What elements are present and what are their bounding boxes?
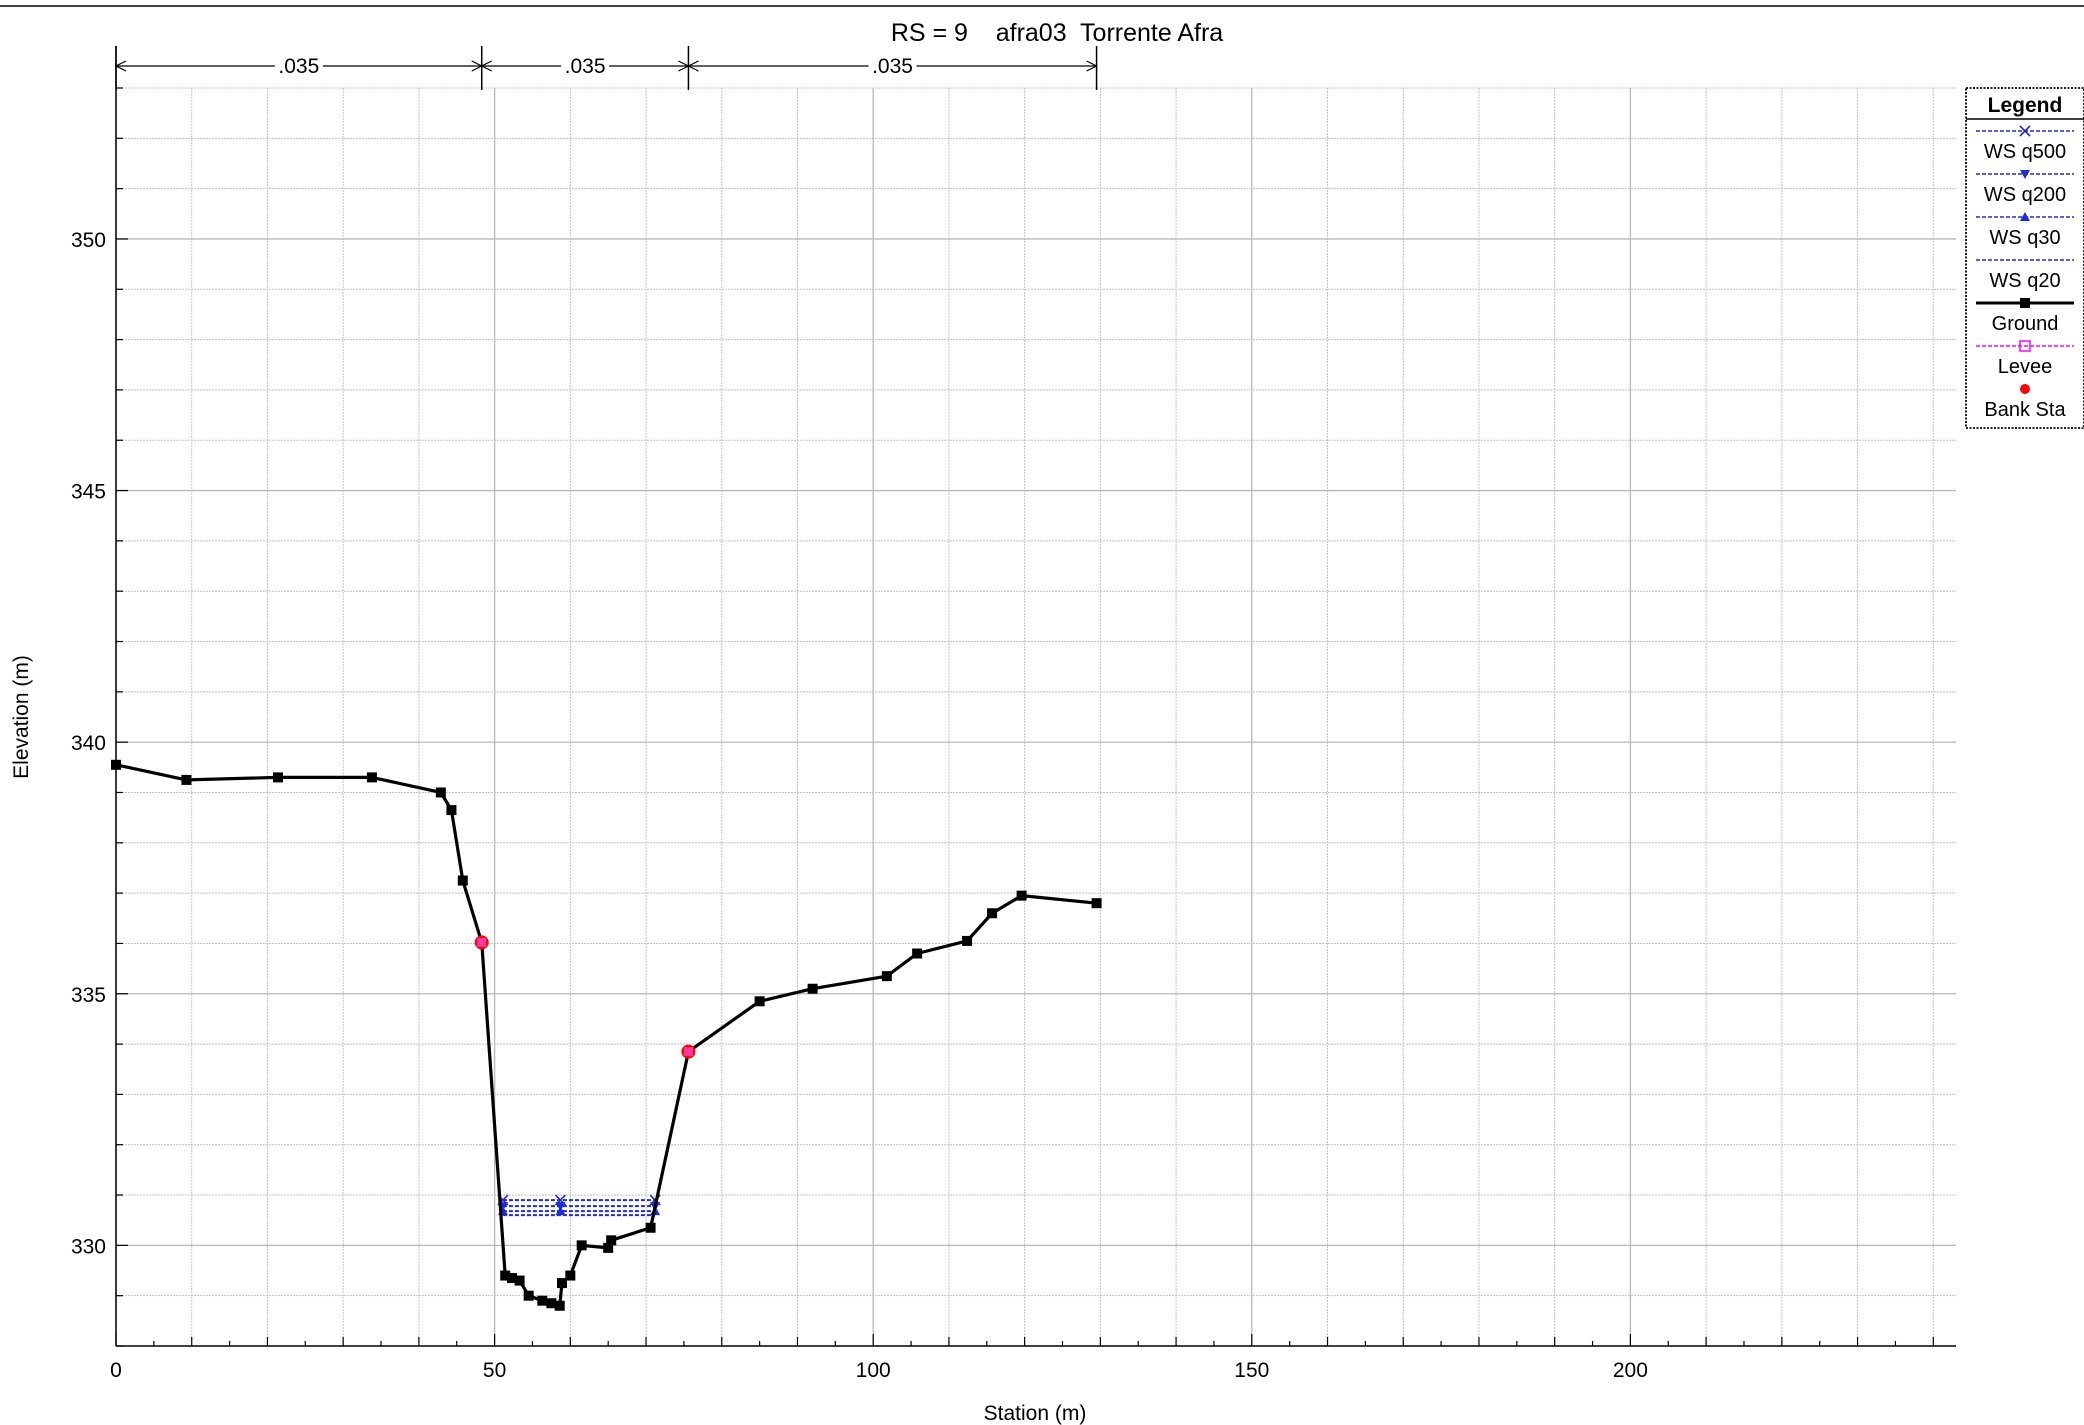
legend-box: [1965, 87, 2084, 429]
mannings-n-annotations: .035 .035 .035: [114, 46, 1098, 90]
legend: Legend WS q500 WS q200 WS q30 WS q20 Ground Le…: [1965, 87, 2084, 429]
n-arrow-head: [1086, 60, 1098, 72]
legend-entry-label: Bank Sta: [1984, 399, 2066, 421]
marker-square: [1091, 898, 1102, 909]
marker-square: [754, 996, 765, 1007]
marker-square: [537, 1295, 548, 1306]
x-axis-label: Station (m): [984, 1402, 1087, 1425]
legend-entry-label: Levee: [1998, 356, 2053, 378]
bank-station-square: [477, 937, 487, 947]
x-tick-label: 0: [110, 1359, 122, 1382]
axis-ticks: 0 50 100 150 200 330 335 340 345 350: [71, 87, 1934, 1382]
y-tick-label: 350: [71, 229, 106, 252]
marker-triangle-up: [555, 1206, 566, 1216]
marker-square: [987, 908, 998, 919]
water-surface-lines: [497, 1194, 661, 1217]
marker-square: [181, 774, 192, 785]
legend-entry-label: WS q20: [1989, 270, 2060, 292]
marker-square: [111, 759, 121, 770]
marker-square: [556, 1278, 567, 1289]
marker-square: [565, 1270, 576, 1281]
marker-square: [514, 1275, 525, 1286]
legend-entry-label: WS q30: [1989, 227, 2060, 249]
marker-x: [2019, 125, 2031, 137]
axes: [115, 46, 1956, 1347]
marker-square: [457, 875, 468, 886]
x-tick-label: 150: [1234, 1359, 1269, 1382]
marker-circle: [2020, 384, 2030, 394]
marker-triangle-up: [2020, 212, 2030, 221]
ground-profile: [111, 759, 1102, 1311]
n-arrow-head: [687, 60, 699, 72]
y-axis-label: Elevation (m): [10, 655, 33, 779]
grid: [115, 87, 1956, 1347]
marker-square: [603, 1242, 614, 1253]
n-arrow-head: [480, 60, 492, 72]
legend-title: Legend: [1988, 94, 2063, 117]
marker-square: [435, 787, 446, 798]
marker-square: [576, 1240, 587, 1251]
marker-square: [2020, 298, 2030, 308]
marker-square-open: [2019, 340, 2031, 352]
marker-square: [912, 948, 923, 959]
legend-entry-label: WS q200: [1984, 184, 2066, 206]
mannings-n-label: .035: [278, 55, 319, 78]
marker-square: [606, 1235, 617, 1246]
legend-entry-label: Ground: [1992, 313, 2059, 335]
x-tick-label: 100: [856, 1359, 891, 1382]
marker-square: [366, 772, 377, 783]
marker-triangle-down: [2020, 170, 2030, 179]
y-tick-label: 330: [71, 1235, 106, 1258]
mannings-n-label: .035: [565, 55, 606, 78]
x-tick-label: 200: [1613, 1359, 1648, 1382]
y-tick-label: 340: [71, 732, 106, 755]
marker-square: [1016, 890, 1027, 901]
ground-line: [115, 763, 1097, 1308]
mannings-n-label: .035: [872, 55, 913, 78]
marker-square: [500, 1270, 511, 1281]
marker-square: [881, 971, 892, 982]
bank-stations: [474, 935, 696, 1059]
marker-square: [546, 1298, 557, 1309]
bank-station-square: [683, 1047, 693, 1057]
y-tick-label: 335: [71, 984, 106, 1007]
chart-title: RS = 9 afra03 Torrente Afra: [891, 19, 1223, 47]
legend-entry-label: WS q500: [1984, 141, 2066, 163]
marker-square: [807, 983, 818, 994]
marker-square: [554, 1300, 565, 1311]
marker-square: [523, 1290, 534, 1301]
y-tick-label: 345: [71, 481, 106, 504]
marker-square: [645, 1222, 656, 1233]
marker-square: [446, 805, 457, 816]
marker-square: [962, 935, 973, 946]
x-tick-label: 50: [483, 1359, 506, 1382]
marker-square: [507, 1273, 518, 1284]
marker-square: [273, 772, 284, 783]
